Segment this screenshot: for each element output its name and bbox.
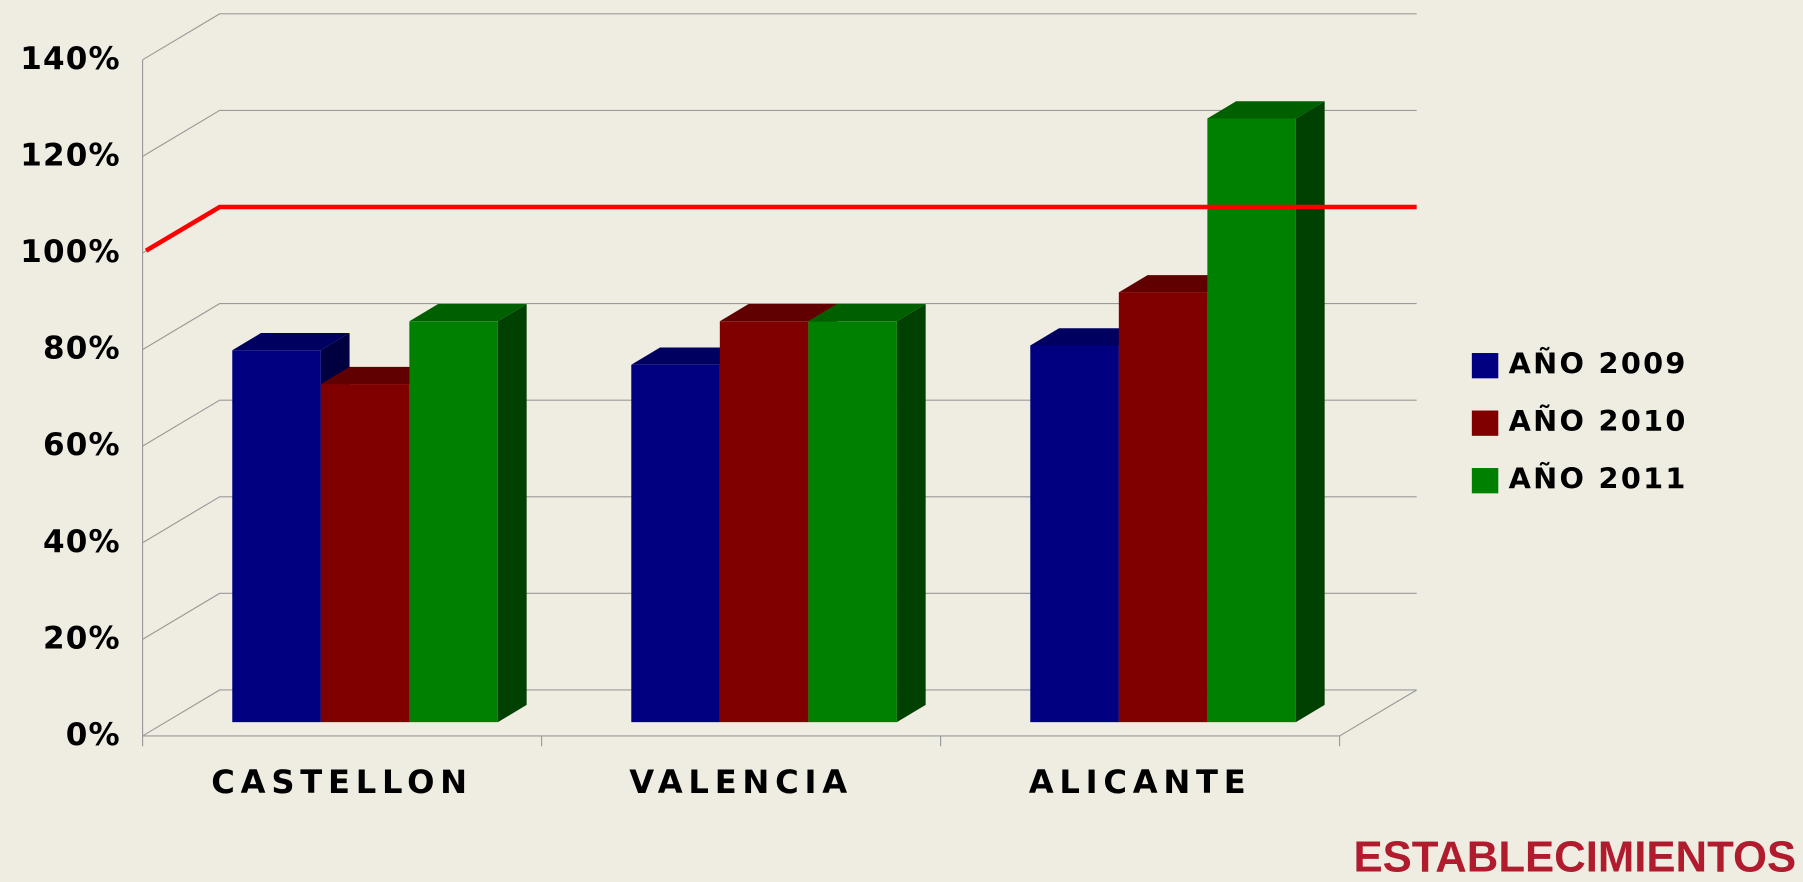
bar-top (232, 333, 350, 351)
bar-top (631, 347, 749, 365)
grid-line (142, 399, 1417, 447)
bar (719, 321, 809, 723)
y-tick-label: 80% (43, 331, 121, 367)
legend-swatch (1471, 410, 1499, 436)
y-tick-label: 60% (43, 427, 121, 463)
legend-label: AÑO 2009 (1509, 347, 1688, 381)
bar (631, 364, 720, 723)
y-tick-label: 140% (20, 41, 120, 77)
x-tick-label: ALICANTE (1029, 763, 1252, 801)
bar-top (1118, 275, 1237, 293)
grid-line (142, 109, 1417, 157)
bar-side (896, 304, 926, 723)
footer-title: ESTABLECIMIENTOS (1354, 833, 1797, 882)
y-tick-label: 40% (43, 524, 121, 560)
bar (808, 321, 897, 723)
grid-line (142, 13, 1417, 61)
y-tick-label: 120% (20, 137, 120, 173)
bar (1118, 292, 1208, 723)
legend-label: AÑO 2010 (1509, 404, 1688, 438)
y-tick-label: 0% (66, 717, 121, 753)
y-tick-label: 100% (20, 234, 120, 270)
grid-line (142, 689, 1417, 737)
bar (1207, 118, 1296, 723)
bar-top (1207, 101, 1325, 119)
bar (1030, 345, 1119, 723)
x-tick-label: CASTELLON (211, 763, 473, 801)
x-tick-label: VALENCIA (629, 763, 853, 801)
bar-top (808, 304, 926, 322)
y-tick-label: 20% (43, 620, 121, 656)
bar-top (719, 304, 838, 322)
bar-side (1295, 101, 1325, 723)
grid-line (142, 592, 1417, 640)
legend-swatch (1471, 353, 1499, 379)
bar (232, 350, 321, 723)
bar (320, 384, 410, 723)
bar (409, 321, 498, 723)
bar-top (320, 366, 439, 385)
bar-top (409, 304, 527, 322)
grid-line (142, 496, 1417, 544)
legend-label: AÑO 2011 (1509, 462, 1688, 496)
grid-line (142, 303, 1417, 351)
legend-swatch (1471, 468, 1499, 494)
reference-line (144, 204, 1417, 253)
bar-top (1030, 328, 1148, 346)
bar-side (497, 304, 527, 723)
